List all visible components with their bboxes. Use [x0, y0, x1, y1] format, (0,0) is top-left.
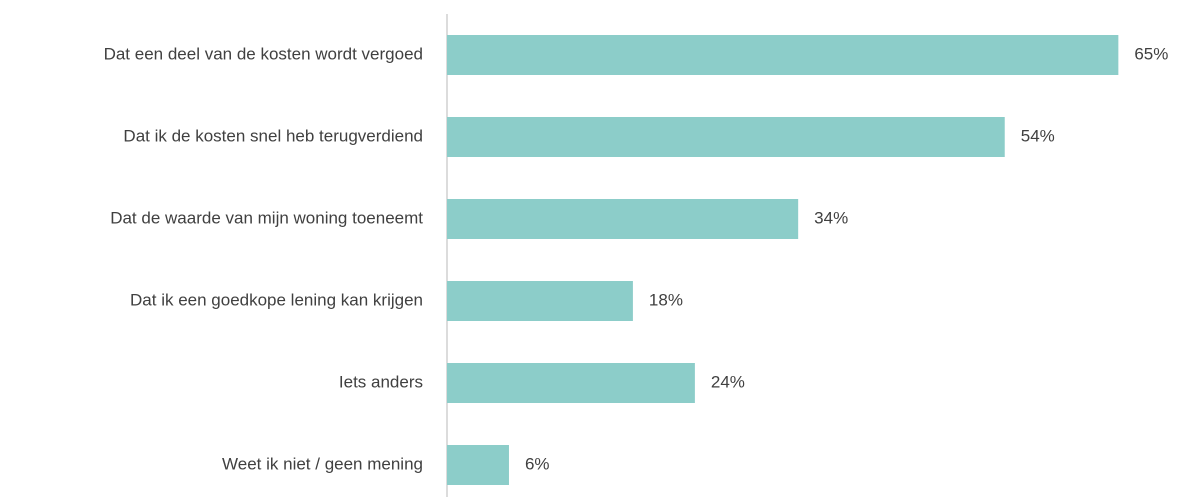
bar — [447, 117, 1005, 157]
bar — [447, 199, 799, 239]
category-label: Weet ik niet / geen mening — [222, 454, 423, 473]
category-label: Iets anders — [339, 372, 423, 391]
bar — [447, 363, 695, 403]
bar — [447, 445, 509, 485]
category-label: Dat een deel van de kosten wordt vergoed — [104, 44, 423, 63]
category-label: Dat ik de kosten snel heb terugverdiend — [123, 126, 423, 145]
data-label: 6% — [525, 454, 550, 473]
data-label: 18% — [649, 290, 683, 309]
bar — [447, 35, 1119, 75]
data-label: 24% — [711, 372, 745, 391]
bar — [447, 281, 633, 321]
data-label: 34% — [814, 208, 848, 227]
category-label: Dat ik een goedkope lening kan krijgen — [130, 290, 423, 309]
data-label: 54% — [1021, 126, 1055, 145]
category-label: Dat de waarde van mijn woning toeneemt — [110, 208, 423, 227]
data-label: 65% — [1134, 44, 1168, 63]
